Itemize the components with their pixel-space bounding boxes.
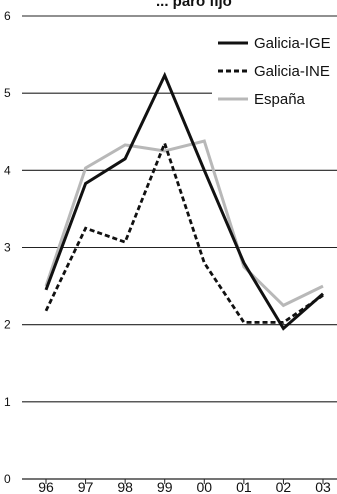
grid-lines: [22, 15, 337, 480]
y-axis: 0 1 2 3 4 5 6: [4, 9, 11, 486]
x-tick-label: 01: [236, 479, 252, 494]
series-line-galicia-ine: [44, 139, 324, 324]
x-tick-label: 03: [315, 479, 331, 494]
y-tick-label: 5: [4, 86, 11, 100]
y-tick-label: 0: [4, 472, 11, 486]
y-tick-label: 3: [4, 241, 11, 255]
y-tick-label: 1: [4, 395, 11, 409]
x-tick-label: 00: [196, 479, 212, 494]
legend-background: [212, 26, 337, 116]
x-tick-label: 96: [38, 479, 54, 494]
chart-title: ... paro fijo: [156, 0, 232, 10]
x-axis: 96 97 98 99 00 01 02 03: [38, 479, 331, 494]
y-tick-label: 4: [4, 163, 11, 177]
series-line-galicia-ige: [44, 71, 324, 331]
y-tick-label: 2: [4, 318, 11, 332]
chart-title-area: ... paro fijo: [156, 0, 232, 10]
series-line-espa-a: [44, 139, 324, 308]
x-tick-label: 02: [276, 479, 292, 494]
series-lines: [44, 71, 324, 331]
legend-label: España: [254, 91, 306, 108]
y-tick-label: 6: [4, 9, 11, 23]
legend: Galicia-IGE Galicia-INE España: [212, 26, 337, 116]
x-tick-label: 98: [117, 479, 133, 494]
legend-label: Galicia-INE: [254, 63, 330, 80]
x-tick-label: 99: [157, 479, 173, 494]
legend-label: Galicia-IGE: [254, 35, 331, 52]
x-tick-label: 97: [78, 479, 94, 494]
